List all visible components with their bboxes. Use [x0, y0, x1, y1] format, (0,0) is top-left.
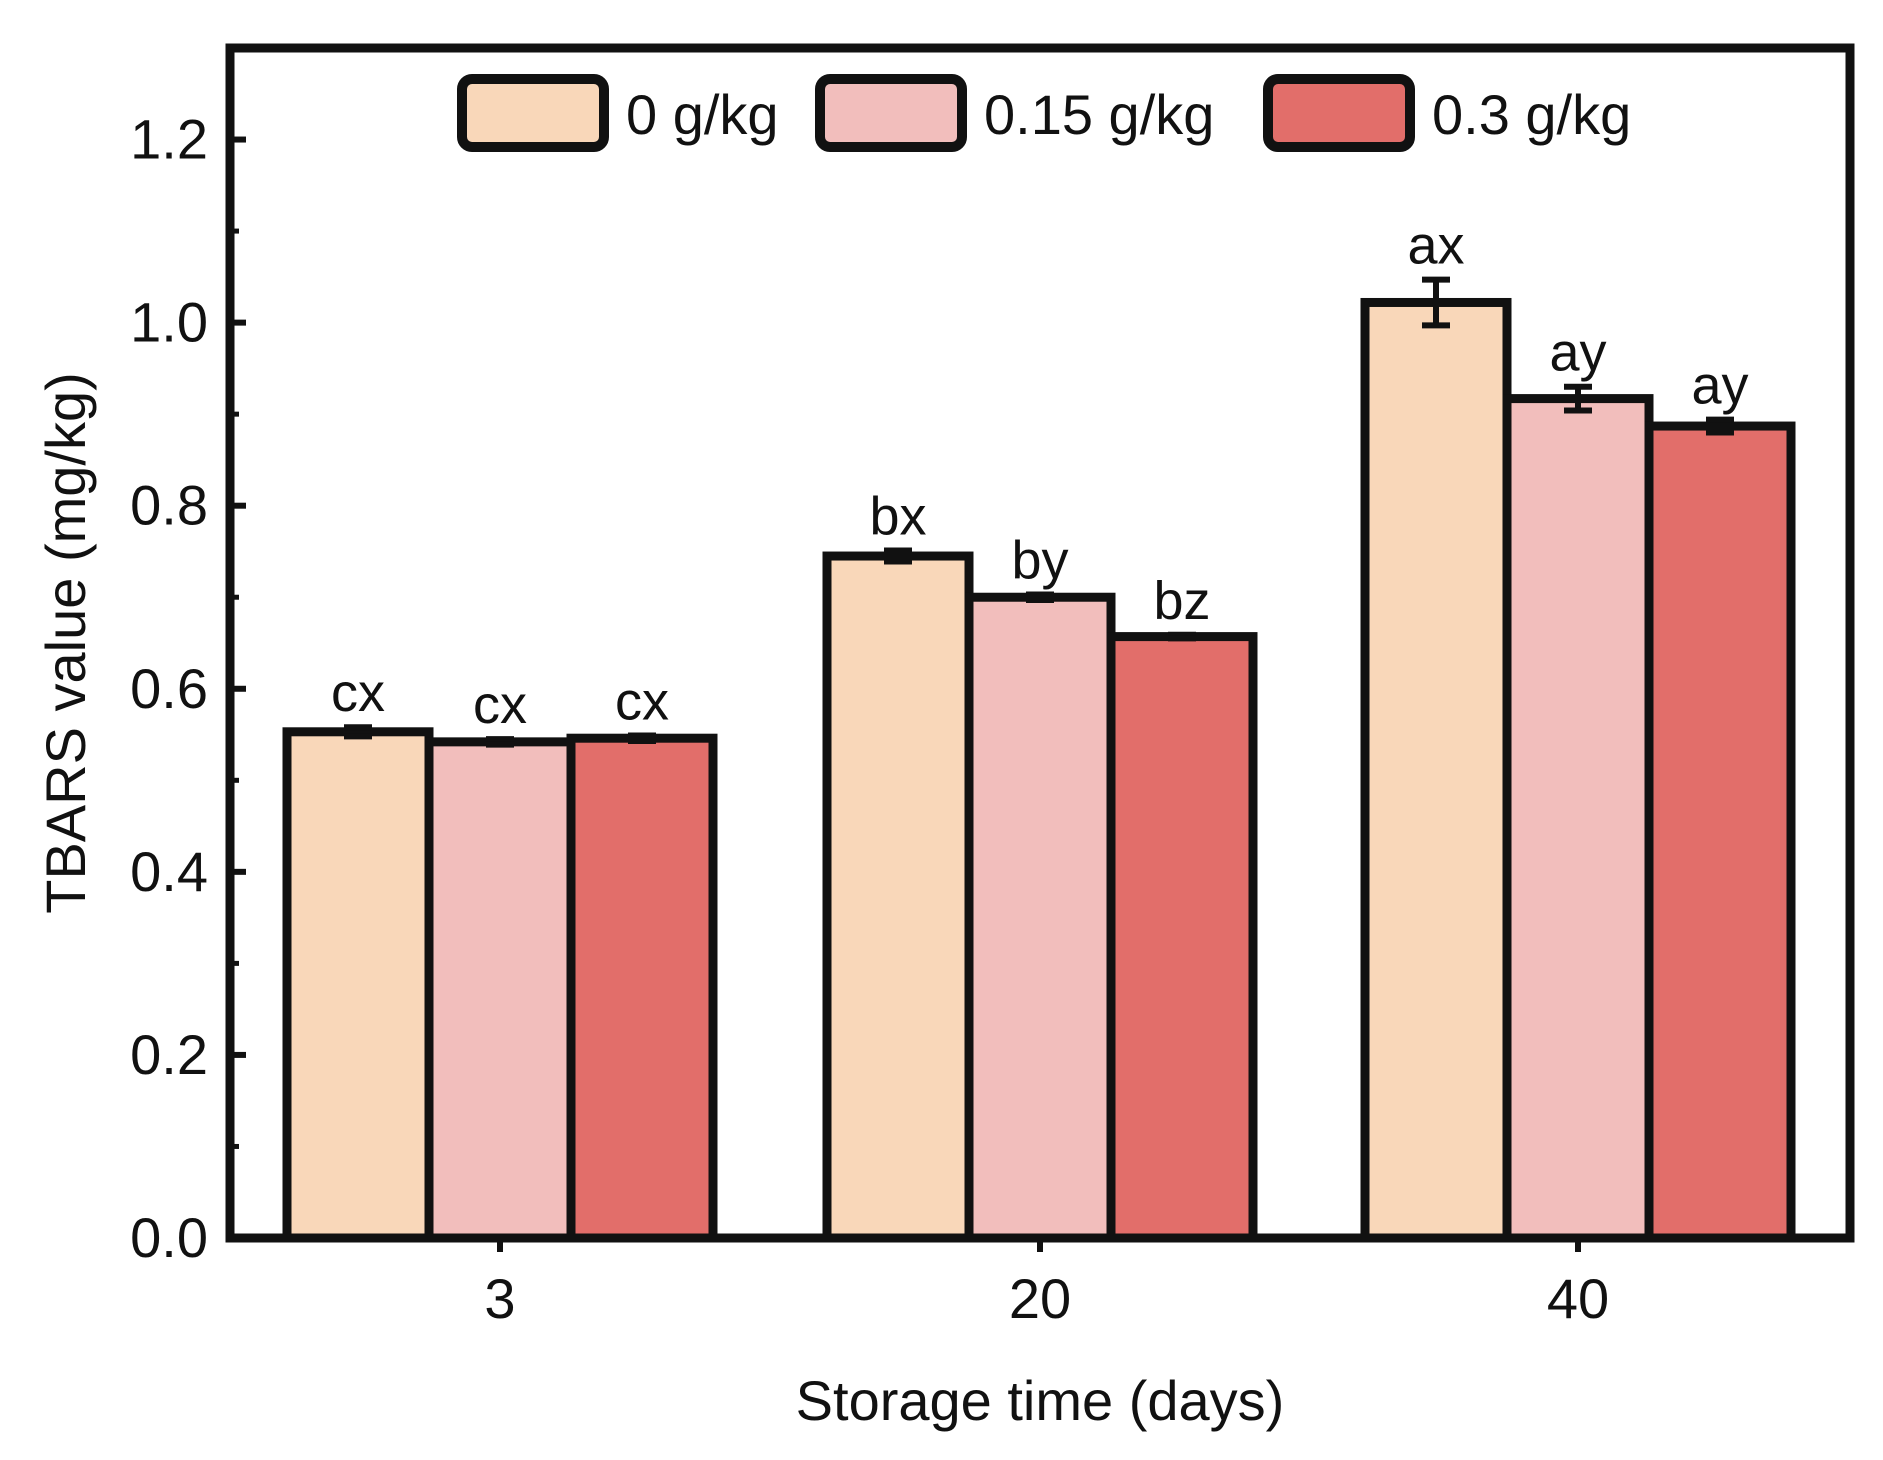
x-tick-label: 3 — [484, 1267, 515, 1330]
bar — [282, 727, 434, 1243]
x-tick-label: 20 — [1009, 1267, 1071, 1330]
legend: 0 g/kg 0.15 g/kg 0.3 g/kg — [457, 74, 1631, 152]
legend-swatch — [815, 74, 967, 152]
x-axis-title: Storage time (days) — [796, 1369, 1285, 1432]
legend-swatch — [457, 74, 609, 152]
significance-label: cx — [473, 675, 527, 735]
y-tick-label: 0.6 — [130, 657, 208, 720]
y-tick-label: 0.0 — [130, 1206, 208, 1269]
significance-label: ay — [1691, 356, 1748, 416]
legend-label: 0 g/kg — [626, 83, 779, 146]
bar — [566, 733, 718, 1243]
significance-label: by — [1011, 530, 1068, 590]
bar — [964, 592, 1116, 1243]
legend-label: 0.15 g/kg — [984, 83, 1214, 146]
significance-label: bz — [1153, 571, 1210, 631]
significance-label: cx — [615, 671, 669, 731]
significance-label: ax — [1407, 216, 1464, 276]
plot-area: cx bx ax cx by ay cx bz ay 0.0 0.2 0.4 0.6 0.8 1.0 1.2 3… — [130, 43, 1855, 1330]
legend-swatch — [1263, 74, 1415, 152]
y-axis-title: TBARS value (mg/kg) — [34, 372, 97, 914]
y-tick-label: 1.0 — [130, 291, 208, 354]
bar — [424, 737, 576, 1243]
y-tick-label: 0.2 — [130, 1023, 208, 1086]
bar — [1106, 632, 1258, 1243]
significance-label: ay — [1549, 323, 1606, 383]
significance-label: bx — [869, 487, 926, 547]
plot-frame — [225, 43, 1855, 1243]
x-tick-label: 40 — [1547, 1267, 1609, 1330]
bar — [1502, 394, 1654, 1243]
y-tick-label: 0.4 — [130, 840, 208, 903]
significance-label: cx — [331, 663, 385, 723]
y-tick-label: 1.2 — [130, 108, 208, 171]
legend-label: 0.3 g/kg — [1432, 83, 1631, 146]
y-tick-label: 0.8 — [130, 474, 208, 537]
bar — [1360, 297, 1512, 1243]
bar — [1644, 421, 1796, 1243]
bar — [822, 551, 974, 1243]
